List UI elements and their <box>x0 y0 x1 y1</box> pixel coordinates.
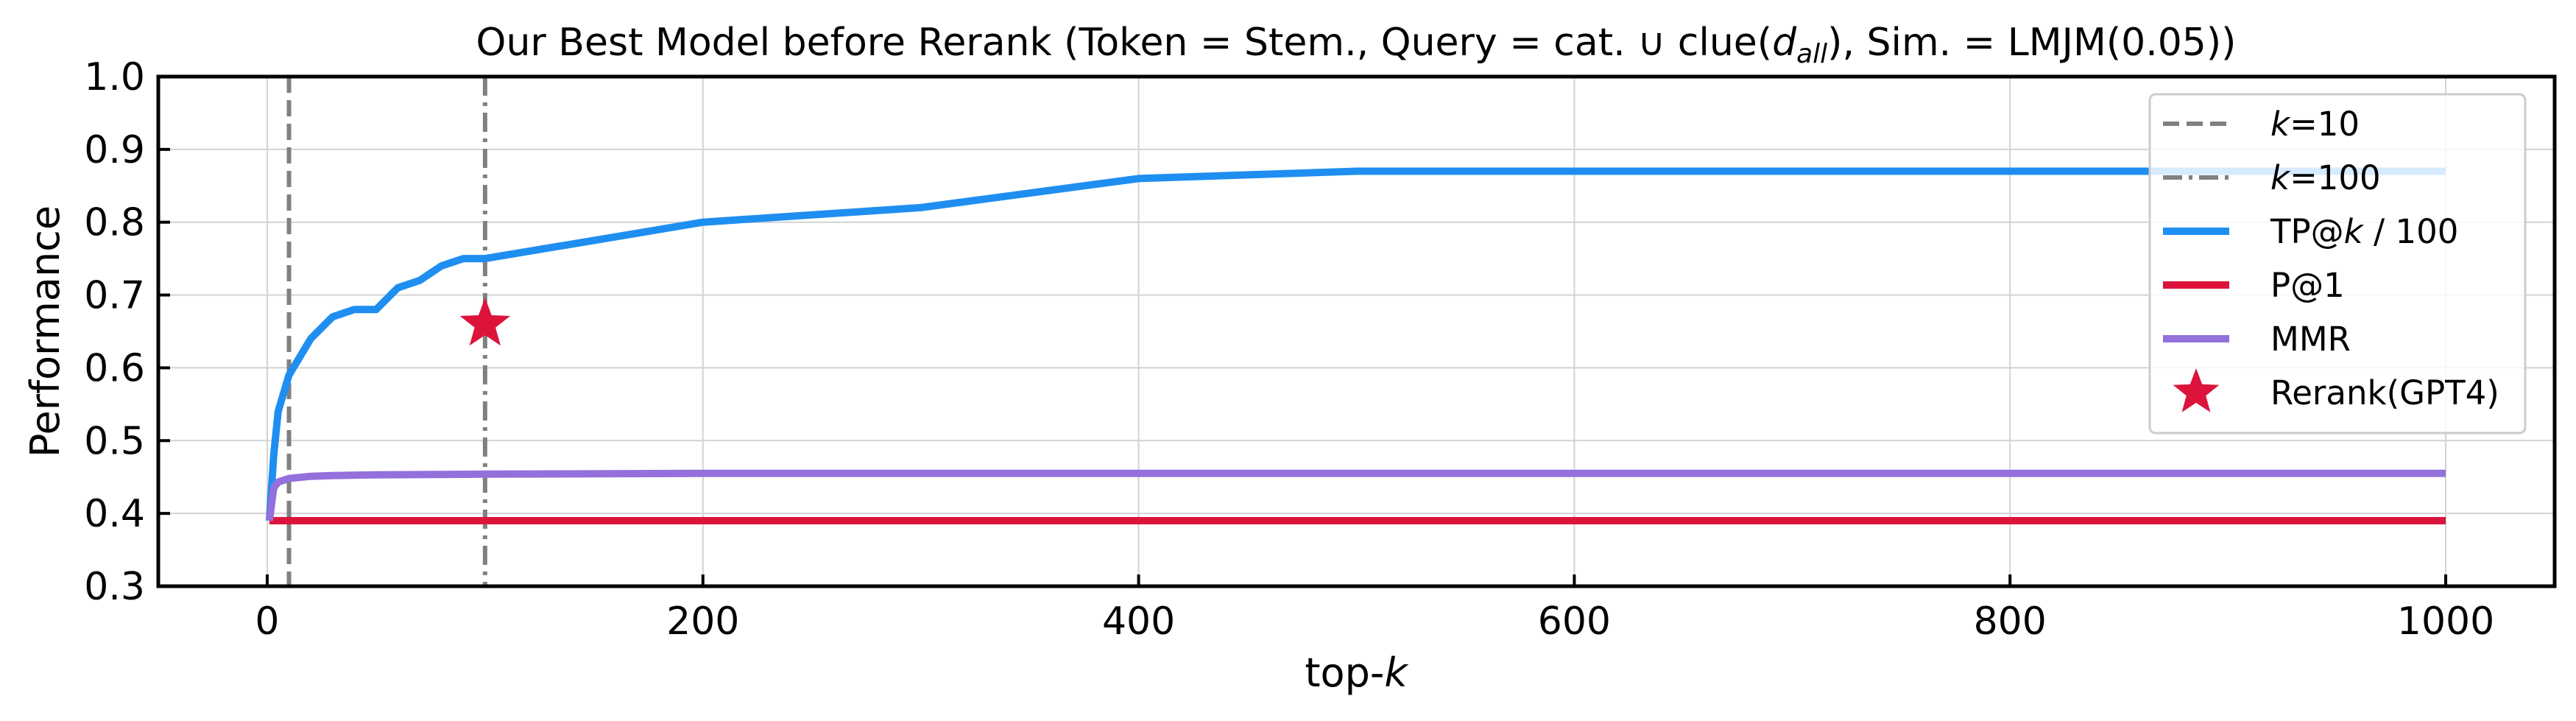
x-tick-label: 1000 <box>2397 599 2494 644</box>
x-tick-label: 0 <box>255 599 279 644</box>
marker-rerank <box>459 298 511 346</box>
chart-title: Our Best Model before Rerank (Token = St… <box>476 21 2237 69</box>
x-tick-label: 400 <box>1102 599 1175 644</box>
legend-label-tp: TP@k / 100 <box>2270 212 2458 251</box>
y-tick-label: 0.5 <box>84 419 145 463</box>
ticks: 0 200 400 600 800 1000 0.3 0.4 0.5 0.6 0.7 0.8 0.9 1.… <box>84 55 2494 644</box>
y-tick-label: 0.7 <box>84 274 145 318</box>
x-tick-label: 600 <box>1538 599 1611 644</box>
legend-box <box>2148 93 2527 435</box>
legend-label-mmr: MMR <box>2270 320 2351 359</box>
x-tick-label: 200 <box>666 599 739 644</box>
y-tick-label: 0.9 <box>84 128 145 172</box>
legend-label-p1: P@1 <box>2270 266 2345 305</box>
legend-label-vline-k-100: k=100 <box>2270 158 2381 197</box>
y-tick-label: 1.0 <box>84 55 145 99</box>
series-line-mmr <box>265 469 2446 521</box>
y-tick-label: 0.3 <box>84 565 145 609</box>
plot-frame <box>156 74 2557 588</box>
legend: k=10 k=100 TP@k / 100 P@1 MMR Rerank(GPT4) <box>2148 93 2527 435</box>
series-line-tp <box>265 167 2446 521</box>
legend-label-vline-k-10: k=10 <box>2270 105 2360 144</box>
y-tick-label: 0.6 <box>84 346 145 390</box>
y-axis-label: Performance <box>22 205 68 457</box>
x-tick-label: 800 <box>1974 599 2047 644</box>
legend-label-rerank: Rerank(GPT4) <box>2270 373 2499 412</box>
x-axis-label: top-k <box>1305 650 1409 696</box>
markers <box>459 298 511 346</box>
y-tick-label: 0.8 <box>84 201 145 245</box>
legend-swatch-rerank <box>2173 368 2220 412</box>
series-lines <box>265 167 2446 524</box>
y-tick-label: 0.4 <box>84 492 145 536</box>
